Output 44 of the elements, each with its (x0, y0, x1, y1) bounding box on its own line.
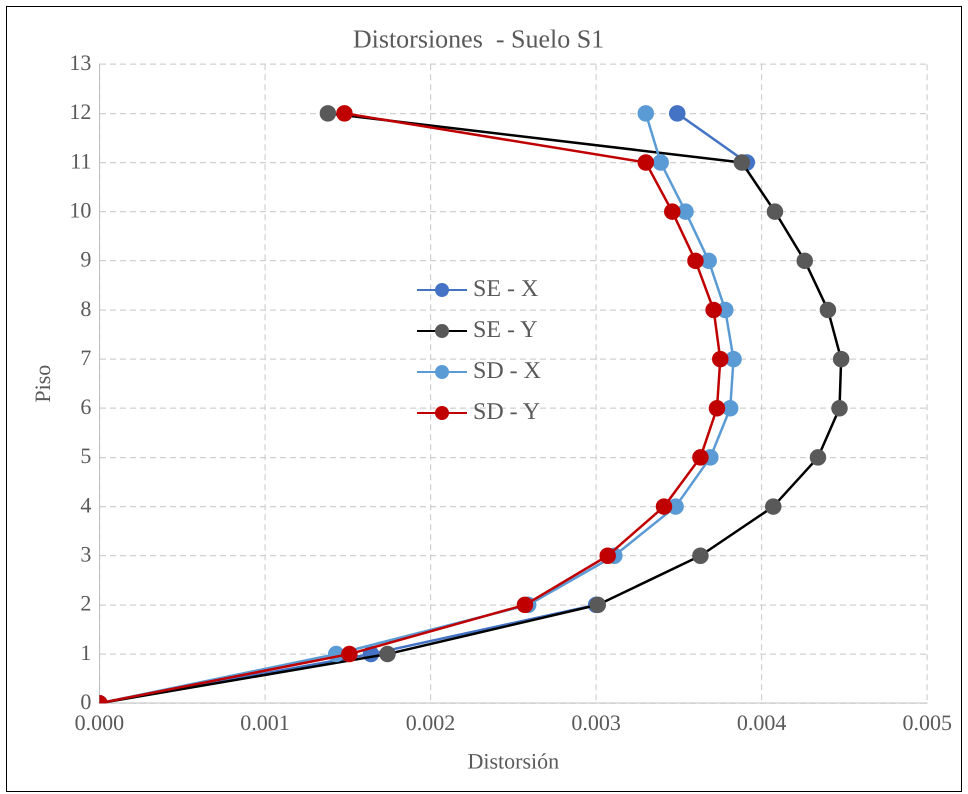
point (705, 302, 722, 318)
y-tick-label: 3 (80, 542, 92, 567)
point (725, 350, 742, 368)
point (638, 105, 654, 122)
y-tick-label: 10 (69, 197, 92, 222)
chart-title: Distorsiones - Suelo S1 (352, 24, 604, 54)
y-tick-label: 9 (80, 246, 92, 272)
point (336, 105, 353, 122)
x-axis-title: Distorsión (467, 748, 560, 774)
point (700, 252, 717, 270)
point (687, 252, 704, 270)
point (677, 203, 694, 220)
legend-label: SD - Y (473, 399, 540, 426)
point (599, 547, 616, 564)
y-tick-label: 6 (80, 394, 92, 420)
point (664, 203, 681, 220)
point (708, 400, 726, 417)
y-tick-label: 4 (80, 492, 92, 518)
point (722, 400, 738, 417)
legend-label: SE - Y (473, 317, 538, 344)
x-tick-label: 0.005 (902, 710, 952, 736)
point (668, 105, 686, 122)
point (652, 154, 669, 171)
point (712, 350, 729, 368)
y-tick-label: 2 (80, 590, 92, 616)
point (341, 646, 358, 662)
y-tick-label: 13 (69, 50, 92, 75)
y-tick-label: 1 (80, 640, 92, 665)
y-tick-label: 7 (80, 344, 92, 370)
x-tick-label: 0.003 (571, 710, 621, 736)
x-tick-label: 0.002 (406, 710, 456, 736)
legend-label: SD - X (473, 358, 542, 385)
y-axis-title: Piso (30, 364, 55, 403)
y-tick-label: 5 (80, 443, 92, 468)
point (638, 154, 654, 171)
y-tick-label: 8 (80, 296, 92, 321)
x-tick-label: 0.004 (736, 710, 786, 736)
x-tick-label: 0.001 (240, 710, 290, 736)
point (516, 596, 534, 614)
y-tick-label: 12 (69, 99, 92, 124)
point (692, 449, 709, 466)
y-tick-label: 11 (70, 148, 92, 174)
legend-label: SE - X (473, 276, 538, 303)
point (656, 498, 672, 515)
